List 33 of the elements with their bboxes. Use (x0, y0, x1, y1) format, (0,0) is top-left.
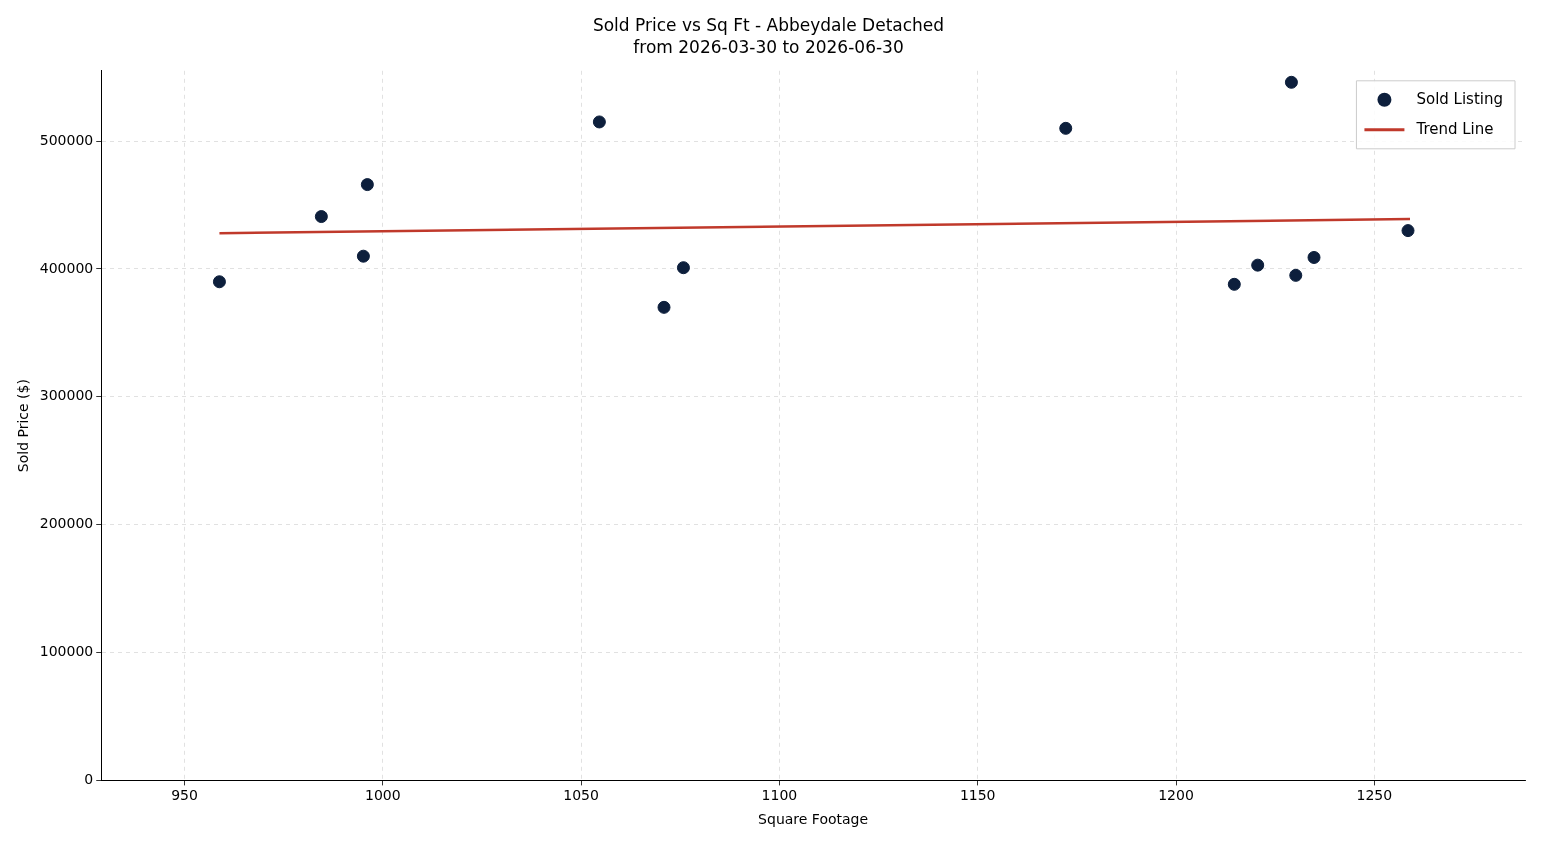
legend-label: Sold Listing (1416, 89, 1504, 108)
point (1307, 250, 1321, 264)
y-axis-title: Sold Price ($) (15, 379, 32, 473)
x-tick-label: 1100 (761, 787, 798, 804)
point (212, 275, 226, 289)
point (1401, 224, 1415, 238)
x-tick-label: 1150 (959, 787, 996, 804)
point (1227, 277, 1241, 291)
x-tick-label: 1200 (1158, 787, 1194, 804)
point (1289, 268, 1303, 282)
point (1251, 258, 1265, 272)
x-tick-label: 950 (171, 787, 198, 804)
y-tick-label: 400000 (39, 259, 94, 276)
y-tick-label: 300000 (39, 387, 94, 404)
x-tick-label: 1000 (365, 787, 401, 804)
point (356, 249, 370, 263)
point (1284, 75, 1298, 89)
y-tick-label: 500000 (39, 131, 94, 148)
legend-label: Trend Line (1415, 119, 1494, 138)
point (1059, 121, 1073, 135)
point (676, 261, 690, 275)
y-tick-label: 0 (84, 771, 94, 788)
chart-title: Sold Price vs Sq Ft - Abbeydale Detached (592, 14, 945, 35)
x-axis-title: Square Footage (758, 811, 869, 828)
point (360, 178, 374, 192)
point (657, 300, 671, 314)
chart-subtitle: from 2026-03-30 to 2026-06-30 (633, 37, 904, 58)
y-tick-label: 100000 (39, 643, 94, 660)
x-tick-label: 1250 (1356, 787, 1393, 804)
x-tick-label: 1050 (563, 787, 599, 804)
y-tick-label: 200000 (39, 515, 94, 532)
point (314, 210, 328, 224)
point (592, 115, 606, 129)
